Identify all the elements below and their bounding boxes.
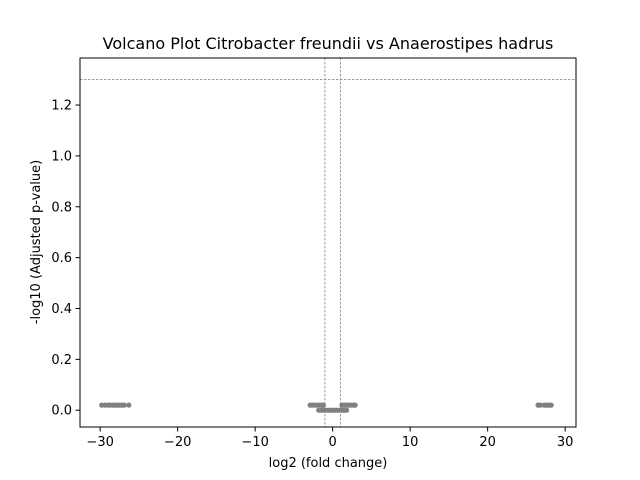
y-tick-label: 0.8 (51, 200, 72, 215)
x-tick-label: 20 (479, 435, 496, 450)
x-tick-label: 30 (557, 435, 574, 450)
x-axis-label: log2 (fold change) (269, 456, 388, 471)
data-point (320, 402, 326, 408)
data-point (548, 402, 554, 408)
y-tick-label: 0.0 (51, 404, 72, 419)
x-tick-label: −20 (164, 435, 191, 450)
data-point (352, 402, 358, 408)
x-tick-label: −10 (241, 435, 268, 450)
data-point (121, 402, 127, 408)
y-tick-label: 1.0 (51, 149, 72, 164)
data-point (537, 402, 543, 408)
x-tick-label: 0 (329, 435, 337, 450)
y-tick-label: 1.2 (51, 99, 72, 114)
data-point (344, 407, 350, 413)
data-point (126, 402, 132, 408)
x-tick-label: −30 (86, 435, 113, 450)
chart-title: Volcano Plot Citrobacter freundii vs Ana… (103, 34, 554, 53)
y-tick-label: 0.6 (51, 251, 72, 266)
y-tick-label: 0.4 (51, 302, 72, 317)
plot-area: −30 −20 −10 0 10 20 30 0.0 0.2 0.4 0.6 0.8 1.0 1.2 (51, 57, 577, 450)
x-tick-label: 10 (402, 435, 419, 450)
y-axis-label: -log10 (Adjusted p-value) (29, 160, 44, 324)
axes-frame (79, 57, 577, 428)
y-tick-label: 0.2 (51, 353, 72, 368)
